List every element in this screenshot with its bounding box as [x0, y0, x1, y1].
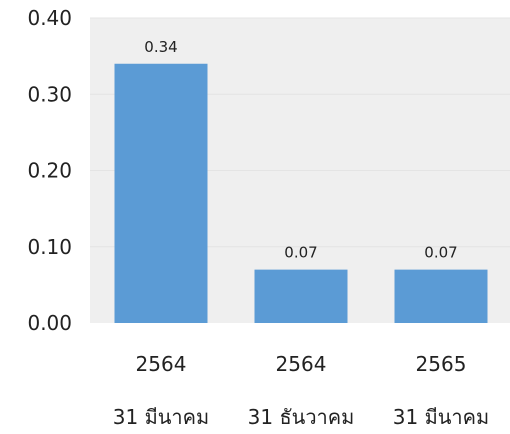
y-tick-label: 0.00: [27, 311, 72, 335]
data-labels: 0.34 0.07 0.07: [144, 38, 457, 262]
x-category-date: 31 มีนาคม: [393, 405, 489, 429]
bar: [254, 269, 348, 323]
y-tick-label: 0.40: [27, 6, 72, 30]
x-category-year: 2565: [416, 352, 467, 376]
y-tick-label: 0.30: [27, 82, 72, 106]
y-tick-label: 0.20: [27, 159, 72, 183]
x-category-year: 2564: [136, 352, 187, 376]
bar-data-label: 0.34: [144, 38, 177, 56]
bar-data-label: 0.07: [424, 244, 457, 262]
x-axis-categories: 2564 31 มีนาคม 2564 31 ธันวาคม 2565 31 มีนาคม: [113, 352, 489, 429]
bars: [114, 63, 488, 323]
x-category-date: 31 ธันวาคม: [248, 405, 355, 429]
bar: [114, 63, 208, 323]
bar: [394, 269, 488, 323]
y-tick-label: 0.10: [27, 235, 72, 259]
x-category-year: 2564: [276, 352, 327, 376]
bar-data-label: 0.07: [284, 244, 317, 262]
x-category-date: 31 มีนาคม: [113, 405, 209, 429]
y-axis-ticks: 0.00 0.10 0.20 0.30 0.40: [27, 6, 72, 335]
